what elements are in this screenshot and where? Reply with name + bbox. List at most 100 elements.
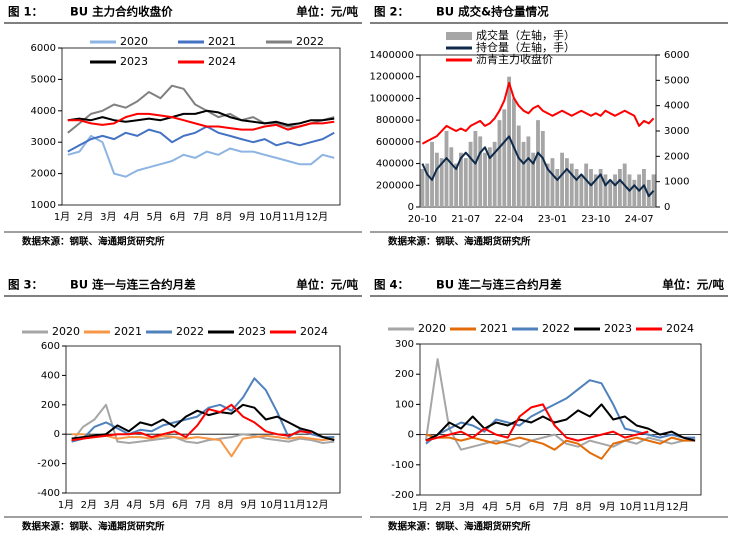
volume-bar bbox=[454, 163, 459, 207]
series-line bbox=[425, 433, 696, 460]
x-tick-label: 7月 bbox=[552, 501, 568, 513]
volume-bar bbox=[617, 169, 622, 207]
series-line bbox=[71, 403, 335, 442]
x-tick-label: 1月 bbox=[412, 501, 428, 513]
y2-tick-label: 5000 bbox=[664, 75, 689, 86]
volume-bar bbox=[545, 163, 550, 207]
volume-bar bbox=[492, 141, 497, 207]
volume-bar bbox=[468, 141, 473, 207]
series-line bbox=[70, 403, 335, 444]
y-tick-label: 1200000 bbox=[369, 72, 414, 83]
figure-label: 图 2： bbox=[374, 5, 409, 19]
volume-bar bbox=[531, 152, 536, 207]
volume-bar bbox=[608, 179, 613, 207]
volume-bar bbox=[584, 163, 589, 207]
x-tick-label: 8月 bbox=[576, 501, 592, 513]
unit-label: 单位：元/吨 bbox=[296, 5, 358, 19]
plot-frame bbox=[419, 343, 702, 496]
y2-tick-label: 0 bbox=[664, 202, 670, 213]
source-note: 数据来源：钢联、海通期货研究所 bbox=[21, 521, 165, 533]
volume-bar bbox=[516, 125, 521, 207]
y-tick-label: -200 bbox=[37, 459, 60, 470]
y-tick-label: -100 bbox=[391, 460, 414, 471]
volume-bar bbox=[540, 131, 545, 207]
x-tick-label: 5月 bbox=[146, 211, 162, 223]
legend-label: 2022 bbox=[542, 322, 570, 335]
y-tick-label: 0 bbox=[408, 430, 414, 441]
unit-label: 单位：元/吨 bbox=[662, 278, 724, 292]
series-line bbox=[71, 433, 335, 458]
volume-bar bbox=[564, 158, 569, 207]
x-tick-label: 4月 bbox=[123, 211, 139, 223]
legend-label: 2021 bbox=[480, 322, 508, 335]
figure-label: 图 4： bbox=[374, 278, 409, 292]
unit-label: 单位：元/吨 bbox=[296, 278, 358, 292]
x-tick-label: 6月 bbox=[529, 501, 545, 513]
y-tick-label: -400 bbox=[37, 488, 60, 499]
volume-bar bbox=[444, 131, 449, 207]
volume-bar bbox=[536, 120, 540, 207]
volume-bar bbox=[574, 169, 579, 207]
volume-bar bbox=[526, 136, 531, 207]
volume-bar bbox=[613, 174, 617, 207]
legend-label: 2021 bbox=[208, 35, 236, 48]
y-tick-label: 3000 bbox=[31, 137, 56, 148]
series-line bbox=[67, 134, 335, 178]
legend-label: 2023 bbox=[238, 325, 266, 338]
volume-bar bbox=[632, 179, 637, 207]
y-tick-label: 200 bbox=[41, 400, 60, 411]
legend-label: 2022 bbox=[296, 35, 324, 48]
x-tick-label: 12月 bbox=[666, 501, 689, 513]
x-tick-label: 9月 bbox=[240, 499, 256, 511]
volume-bar bbox=[502, 109, 507, 207]
x-tick-label: 10月 bbox=[619, 501, 642, 513]
x-tick-label: 9月 bbox=[599, 501, 615, 513]
x-tick-label: 11月 bbox=[283, 499, 306, 511]
x-tick-label: 3月 bbox=[459, 501, 475, 513]
source-note: 数据来源：钢联、海通期货研究所 bbox=[387, 521, 531, 533]
volume-bar bbox=[425, 163, 430, 207]
volume-bar bbox=[511, 98, 516, 207]
volume-bar bbox=[439, 158, 444, 207]
y-tick-label: 400000 bbox=[376, 159, 414, 170]
x-tick-label: 3月 bbox=[103, 499, 119, 511]
y-tick-label: 600 bbox=[41, 341, 60, 352]
series-line bbox=[71, 377, 335, 443]
y2-tick-label: 4000 bbox=[664, 101, 689, 112]
x-tick-label: 7月 bbox=[195, 499, 211, 511]
chart-title: BU 主力合约收盘价 bbox=[70, 5, 173, 19]
x-tick-label: 20-10 bbox=[408, 214, 437, 225]
x-tick-label: 1月 bbox=[54, 211, 70, 223]
legend-label: 2024 bbox=[208, 55, 236, 68]
x-tick-label: 2月 bbox=[435, 501, 451, 513]
x-tick-label: 8月 bbox=[218, 499, 234, 511]
x-tick-label: 24-07 bbox=[625, 214, 654, 225]
volume-bar bbox=[579, 174, 584, 207]
volume-bar bbox=[642, 169, 646, 207]
y2-tick-label: 6000 bbox=[664, 50, 689, 61]
y-tick-label: 300 bbox=[395, 339, 414, 350]
x-tick-label: 12月 bbox=[306, 499, 329, 511]
series-line bbox=[425, 403, 696, 442]
y2-tick-label: 3000 bbox=[664, 126, 689, 137]
x-tick-label: 7月 bbox=[193, 211, 209, 223]
x-tick-label: 22-04 bbox=[495, 214, 524, 225]
series-line bbox=[425, 403, 649, 442]
volume-bar bbox=[473, 131, 478, 207]
volume-bar bbox=[603, 174, 608, 207]
legend-label: 2024 bbox=[300, 325, 328, 338]
volume-bar bbox=[560, 152, 565, 207]
chart-title: BU 成交&持仓量情况 bbox=[436, 5, 549, 19]
x-tick-label: 10月 bbox=[260, 499, 283, 511]
x-tick-label: 8月 bbox=[216, 211, 232, 223]
volume-bar bbox=[598, 169, 603, 207]
x-tick-label: 5月 bbox=[505, 501, 521, 513]
volume-bar bbox=[507, 76, 512, 207]
x-tick-label: 2月 bbox=[77, 211, 93, 223]
y-tick-label: 5000 bbox=[31, 74, 56, 85]
